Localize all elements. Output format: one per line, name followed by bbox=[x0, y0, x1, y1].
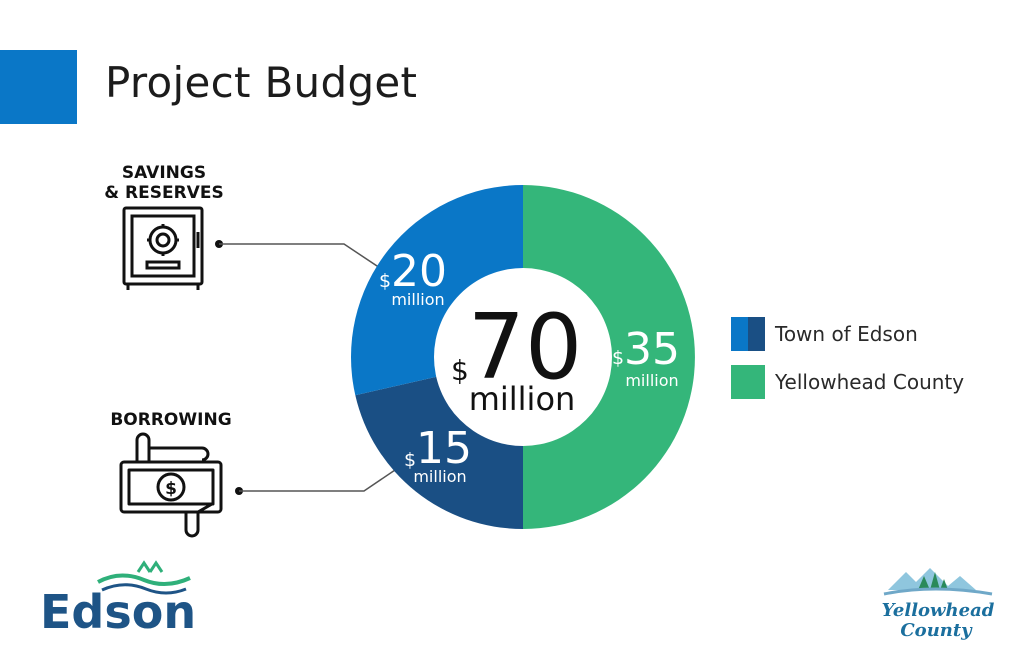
safe-icon bbox=[122, 206, 204, 290]
center-total: $ 70 million bbox=[451, 295, 582, 418]
center-currency: $ bbox=[451, 354, 469, 387]
savings-leader-line bbox=[219, 243, 384, 271]
slice-yellowhead-value: 35 bbox=[624, 324, 680, 375]
legend-swatch-edson bbox=[731, 317, 765, 351]
borrowing-leader-line bbox=[239, 467, 399, 492]
slice-borrowing-unit: million bbox=[413, 467, 466, 486]
page-title: Project Budget bbox=[105, 58, 418, 107]
title-accent-block bbox=[0, 50, 77, 124]
legend-swatch-yellowhead bbox=[731, 365, 765, 399]
leader-lines bbox=[215, 240, 399, 495]
chart-legend: Town of Edson Yellowhead County bbox=[731, 316, 964, 412]
borrowing-label: BORROWING bbox=[110, 410, 232, 430]
slice-label-borrowing: $ 15 million bbox=[404, 423, 472, 486]
slice-savings-value: 20 bbox=[391, 246, 447, 297]
slice-label-yellowhead: $ 35 million bbox=[612, 324, 680, 390]
savings-dollar-icon: $ bbox=[165, 479, 177, 499]
edson-logo: Edson bbox=[40, 560, 200, 639]
yellowhead-county-logo: Yellowhead County bbox=[878, 560, 998, 644]
slice-yellowhead-unit: million bbox=[625, 371, 678, 390]
legend-label-edson: Town of Edson bbox=[775, 322, 918, 346]
yellowhead-logo-line2: County bbox=[900, 620, 973, 641]
slice-yellowhead-currency: $ bbox=[612, 347, 624, 369]
savings-reserves-label: SAVINGS & RESERVES bbox=[104, 163, 224, 203]
yellowhead-logo-line1: Yellowhead bbox=[882, 600, 995, 621]
legend-item-yellowhead: Yellowhead County bbox=[731, 364, 964, 400]
money-hand-icon bbox=[119, 432, 223, 538]
donut-hole bbox=[434, 268, 612, 446]
center-unit: million bbox=[469, 380, 576, 418]
legend-label-yellowhead: Yellowhead County bbox=[775, 370, 965, 394]
slice-borrowing-value: 15 bbox=[416, 423, 472, 474]
slice-savings-unit: million bbox=[391, 290, 444, 309]
slice-savings-currency: $ bbox=[379, 270, 391, 292]
legend-item-edson: Town of Edson bbox=[731, 316, 964, 352]
edson-logo-text: Edson bbox=[40, 585, 196, 632]
slice-borrowing-currency: $ bbox=[404, 449, 416, 471]
slice-label-savings: $ 20 million bbox=[379, 246, 447, 309]
center-value: 70 bbox=[468, 295, 583, 400]
